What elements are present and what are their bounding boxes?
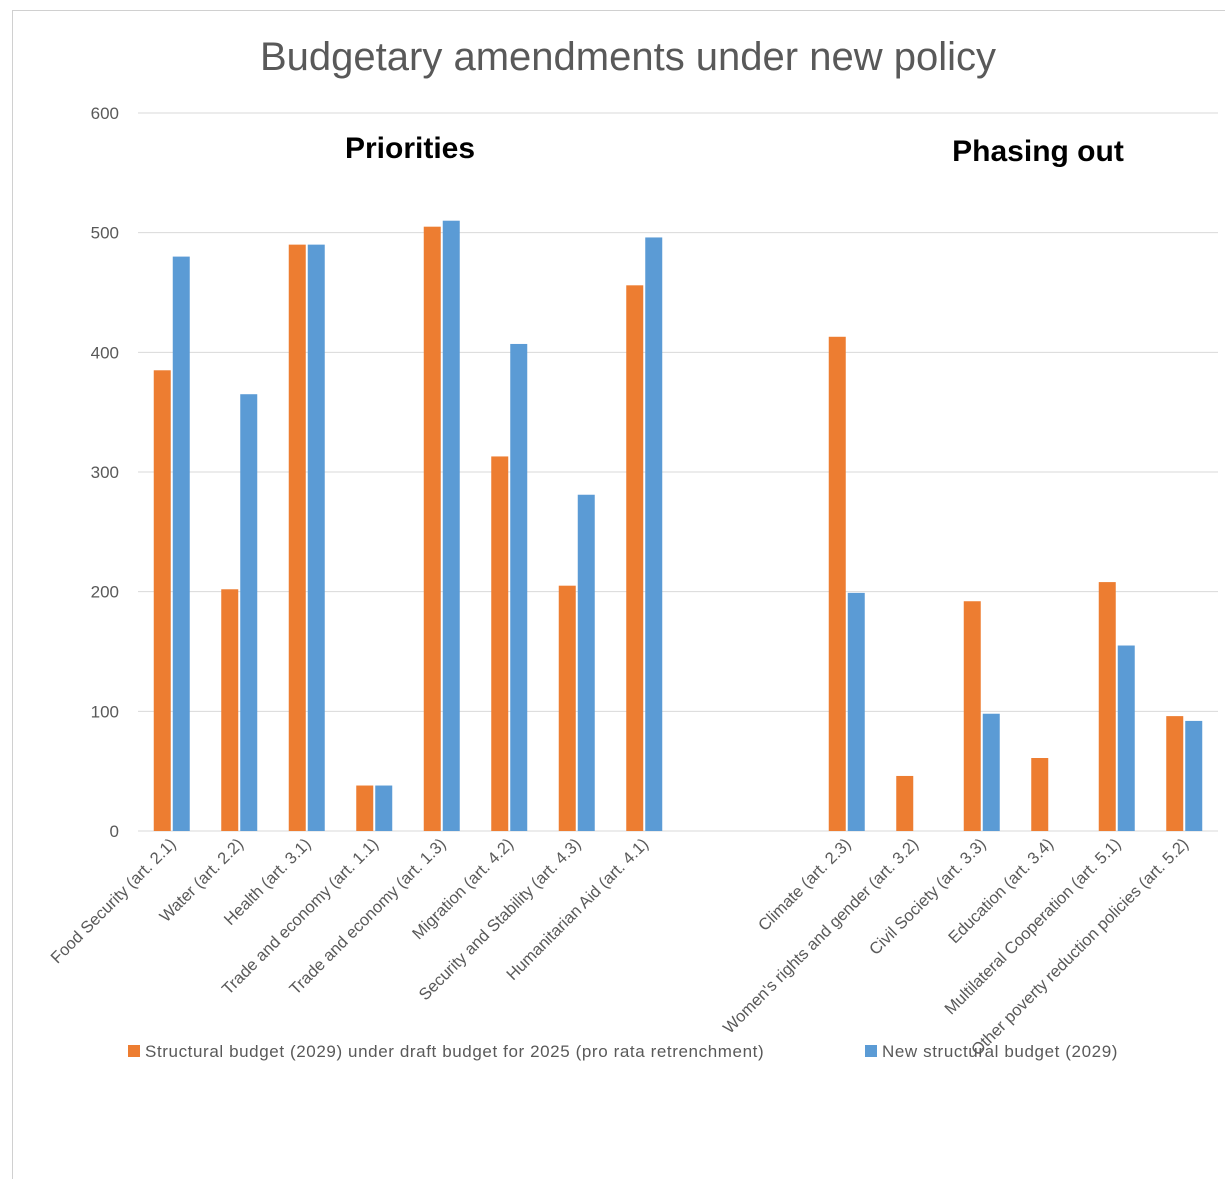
bar-structural-draft-trade-and-economy-art-1-1: [356, 785, 374, 831]
y-tick-label-600: 600: [91, 104, 119, 123]
bar-structural-draft-water-art-2-2: [221, 589, 239, 831]
chart-frame: [12, 10, 1225, 1179]
y-tick-label-200: 200: [91, 583, 119, 602]
y-tick-label-400: 400: [91, 343, 119, 362]
y-tick-label-500: 500: [91, 224, 119, 243]
annotation-phasing-out: Phasing out: [952, 135, 1124, 168]
bar-structural-draft-security-and-stability-art-4-3: [558, 585, 576, 831]
legend-label-structural-budget-draft: Structural budget (2029) under draft bud…: [145, 1042, 764, 1061]
annotation-priorities: Priorities: [345, 132, 475, 165]
bar-structural-draft-trade-and-economy-art-1-3: [423, 226, 441, 831]
y-tick-label-100: 100: [91, 702, 119, 721]
gridlines: [138, 112, 1218, 832]
bar-new-structural-trade-and-economy-art-1-1: [375, 785, 393, 831]
legend-label-new-structural-budget: New structural budget (2029): [882, 1042, 1118, 1061]
x-axis-labels: Food Security (art. 2.1)Water (art. 2.2)…: [48, 835, 1193, 1059]
legend: Structural budget (2029) under draft bud…: [128, 1042, 1118, 1061]
bar-new-structural-humanitarian-aid-art-4-1: [645, 237, 663, 831]
bar-structural-draft-multilateral-cooperation-art-5-1: [1098, 582, 1116, 831]
x-label-food-security-art-2-1: Food Security (art. 2.1): [48, 835, 180, 967]
bar-new-structural-security-and-stability-art-4-3: [577, 494, 595, 831]
chart-title: Budgetary amendments under new policy: [260, 35, 996, 79]
y-tick-label-300: 300: [91, 463, 119, 482]
x-label-humanitarian-aid-art-4-1: Humanitarian Aid (art. 4.1): [503, 835, 652, 984]
bar-new-structural-climate-art-2-3: [847, 592, 865, 831]
bar-structural-draft-women-s-rights-and-gender-art-3-2: [896, 775, 914, 831]
bar-structural-draft-climate-art-2-3: [828, 336, 846, 831]
y-tick-label-0: 0: [110, 822, 119, 841]
y-axis-ticks: 0 100 200 300 400 500 600: [91, 104, 119, 841]
legend-swatch-structural-budget-draft: [128, 1045, 140, 1057]
bar-structural-draft-food-security-art-2-1: [153, 370, 171, 831]
legend-swatch-new-structural-budget: [865, 1045, 877, 1057]
bar-structural-draft-migration-art-4-2: [491, 456, 509, 831]
bar-new-structural-trade-and-economy-art-1-3: [442, 220, 460, 831]
x-label-civil-society-art-3-3: Civil Society (art. 3.3): [866, 835, 990, 959]
bar-new-structural-water-art-2-2: [240, 394, 258, 831]
bar-structural-draft-health-art-3-1: [288, 244, 306, 832]
bars: [153, 220, 1203, 832]
bar-structural-draft-civil-society-art-3-3: [963, 601, 981, 831]
bar-structural-draft-education-art-3-4: [1031, 758, 1049, 831]
bar-new-structural-multilateral-cooperation-art-5-1: [1117, 645, 1135, 831]
bar-new-structural-food-security-art-2-1: [172, 256, 190, 832]
bar-new-structural-civil-society-art-3-3: [982, 713, 1000, 831]
bar-new-structural-other-poverty-reduction-policies-art-5-2: [1185, 720, 1203, 831]
bar-structural-draft-other-poverty-reduction-policies-art-5-2: [1166, 716, 1184, 831]
bar-new-structural-migration-art-4-2: [510, 343, 528, 831]
bar-structural-draft-humanitarian-aid-art-4-1: [626, 285, 644, 831]
bar-new-structural-health-art-3-1: [307, 244, 325, 832]
